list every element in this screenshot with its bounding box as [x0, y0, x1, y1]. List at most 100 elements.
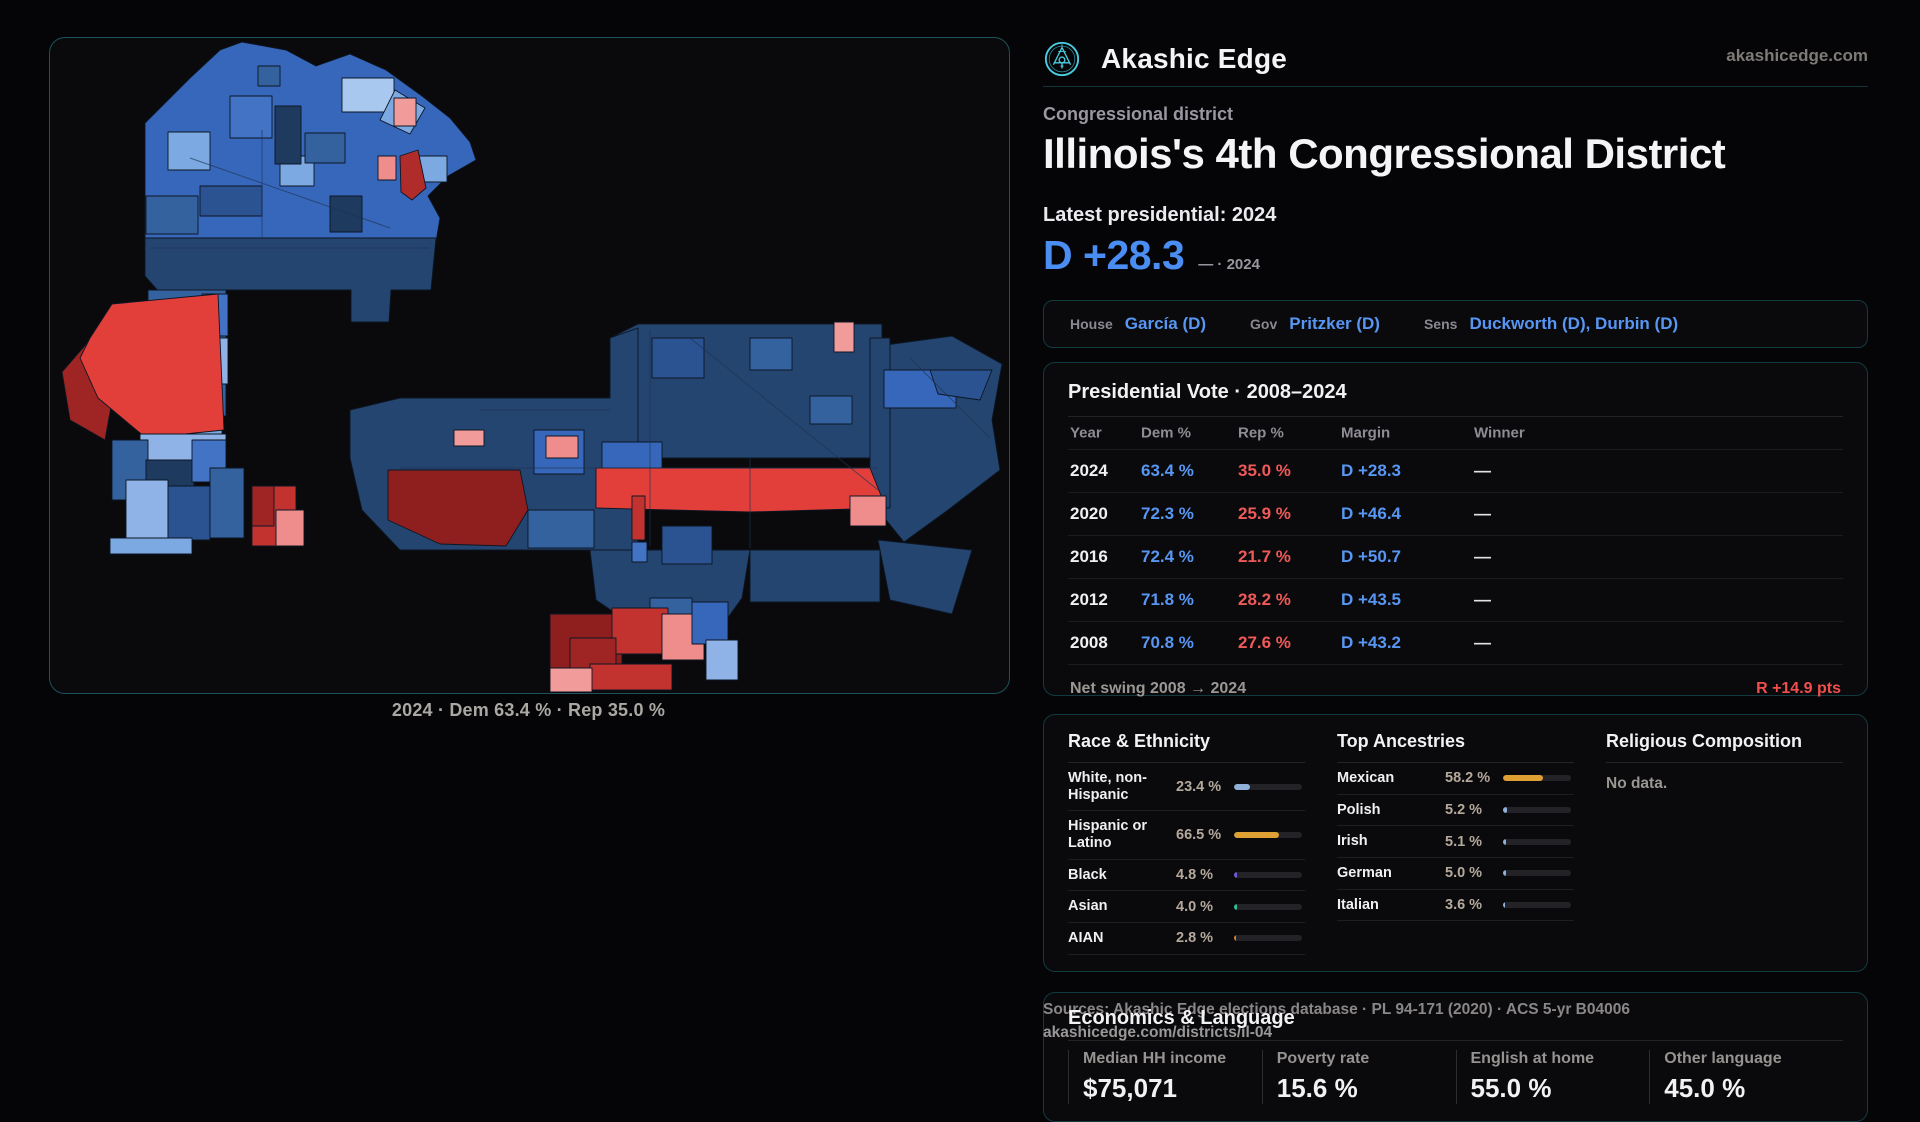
- col-winner: Winner: [1474, 424, 1525, 442]
- col-dem: Dem %: [1141, 424, 1192, 442]
- ancestry-value: 5.2 %: [1445, 802, 1483, 818]
- page-title: Illinois's 4th Congressional District: [1043, 130, 1726, 177]
- ancestry-value: 3.6 %: [1445, 897, 1483, 914]
- bar-track: [1234, 935, 1302, 942]
- district-map-panel: [49, 37, 1010, 694]
- precinct-map[interactable]: [50, 38, 1009, 693]
- religion-title: Religious Composition: [1606, 731, 1843, 763]
- race-label: AIAN: [1068, 930, 1104, 947]
- bar-fill: [1234, 783, 1250, 790]
- race-value: 4.0 %: [1176, 898, 1214, 915]
- header: Akashic Edge akashicedge.com: [1043, 36, 1868, 82]
- list-item: White, non-Hispanic 23.4 %: [1068, 763, 1305, 812]
- header-divider: [1043, 86, 1868, 87]
- col-rep: Rep %: [1238, 424, 1284, 442]
- stat-other-language: Other language 45.0 %: [1649, 1050, 1843, 1104]
- table-row: 2020 72.3 % 25.9 % D +46.4 —: [1068, 493, 1843, 536]
- official-name-link[interactable]: García (D): [1124, 314, 1207, 333]
- net-swing-value: R +14.9 pts: [1756, 679, 1841, 697]
- official-role: Gov: [1250, 316, 1278, 332]
- stat-median-income: Median HH income $75,071: [1068, 1050, 1262, 1104]
- latest-presidential-label: Latest presidential: 2024: [1043, 204, 1277, 226]
- cell-year: 2008: [1070, 633, 1108, 652]
- cell-dem: 71.8 %: [1141, 590, 1194, 609]
- demographics-panel: Race & Ethnicity White, non-Hispanic 23.…: [1043, 714, 1868, 972]
- race-title: Race & Ethnicity: [1068, 731, 1305, 763]
- ancestry-label: Mexican: [1337, 770, 1395, 786]
- presidential-vote-panel: Presidential Vote · 2008–2024 Year Dem %…: [1043, 362, 1868, 697]
- vote-table-header: Year Dem % Rep % Margin Winner: [1068, 417, 1843, 450]
- bar-fill: [1234, 832, 1280, 839]
- list-item: Hispanic or Latino 66.5 %: [1068, 811, 1305, 860]
- vote-panel-title: Presidential Vote · 2008–2024: [1068, 381, 1347, 403]
- ancestries-title: Top Ancestries: [1337, 731, 1574, 763]
- cell-year: 2016: [1070, 547, 1108, 566]
- kicker-label: Congressional district: [1043, 104, 1234, 124]
- race-value: 66.5 %: [1176, 827, 1222, 844]
- bar-track: [1503, 807, 1571, 813]
- cell-rep: 35.0 %: [1238, 461, 1291, 480]
- bar-track: [1503, 838, 1571, 845]
- sources-line: Sources: Akashic Edge elections database…: [1043, 1001, 1630, 1018]
- site-domain-link[interactable]: akashicedge.com: [1726, 46, 1868, 65]
- col-margin: Margin: [1341, 424, 1391, 442]
- race-label: Hispanic or Latino: [1068, 818, 1147, 852]
- bar-track: [1234, 872, 1302, 879]
- bar-fill: [1503, 838, 1507, 845]
- official-name-link[interactable]: Duckworth (D), Durbin (D): [1469, 314, 1679, 333]
- cell-dem: 72.4 %: [1141, 547, 1194, 566]
- cell-dem: 72.3 %: [1141, 504, 1194, 523]
- bar-track: [1503, 870, 1571, 877]
- official-name-link[interactable]: Pritzker (D): [1289, 314, 1380, 333]
- race-value: 4.8 %: [1176, 867, 1214, 884]
- bar-fill: [1234, 872, 1238, 879]
- permalink[interactable]: akashicedge.com/districts/il-04: [1043, 1024, 1273, 1041]
- bar-fill: [1234, 935, 1236, 942]
- cell-margin: D +28.3: [1341, 461, 1402, 480]
- cell-winner: —: [1474, 504, 1491, 523]
- official-house: House García (D): [1070, 314, 1206, 334]
- religion-no-data: No data.: [1606, 775, 1668, 792]
- cell-dem: 70.8 %: [1141, 633, 1194, 652]
- race-label: White, non-Hispanic: [1068, 770, 1147, 803]
- list-item: German 5.0 %: [1337, 858, 1574, 890]
- table-row: 2024 63.4 % 35.0 % D +28.3 —: [1068, 450, 1843, 493]
- economics-title: Economics & Language: [1068, 1007, 1295, 1029]
- margin-value: D +28.3: [1043, 232, 1185, 278]
- bar-fill: [1503, 807, 1507, 813]
- stat-label: Median HH income: [1083, 1050, 1227, 1067]
- ancestry-value: 58.2 %: [1445, 770, 1491, 787]
- table-row: 2012 71.8 % 28.2 % D +43.5 —: [1068, 579, 1843, 622]
- list-item: Mexican 58.2 %: [1337, 763, 1574, 795]
- cell-year: 2012: [1070, 590, 1108, 609]
- cell-winner: —: [1474, 633, 1491, 652]
- ancestry-label: Irish: [1337, 833, 1368, 850]
- cell-rep: 27.6 %: [1238, 633, 1291, 652]
- ancestry-label: Italian: [1337, 896, 1379, 913]
- stat-label: English at home: [1470, 1050, 1595, 1067]
- bar-track: [1234, 783, 1302, 790]
- margin-note: — · 2024: [1198, 256, 1260, 273]
- officials-bar: House García (D) Gov Pritzker (D) Sens D…: [1043, 300, 1868, 348]
- footer: Sources: Akashic Edge elections database…: [1043, 1001, 1630, 1042]
- bar-track: [1503, 775, 1571, 782]
- hero-margin: D +28.3 — · 2024: [1043, 232, 1868, 279]
- brand-name: Akashic Edge: [1101, 43, 1288, 74]
- economics-stats: Median HH income $75,071 Poverty rate 15…: [1068, 1050, 1843, 1104]
- cell-year: 2024: [1070, 461, 1108, 480]
- cell-margin: D +50.7: [1341, 547, 1402, 566]
- official-gov: Gov Pritzker (D): [1250, 314, 1380, 334]
- cell-rep: 25.9 %: [1238, 504, 1291, 523]
- ancestry-label: Polish: [1337, 801, 1381, 818]
- race-label: Black: [1068, 866, 1107, 883]
- cell-margin: D +43.5: [1341, 590, 1402, 609]
- map-caption: 2024 · Dem 63.4 % · Rep 35.0 %: [391, 700, 666, 720]
- cell-rep: 21.7 %: [1238, 547, 1291, 566]
- stat-poverty-rate: Poverty rate 15.6 %: [1261, 1050, 1456, 1104]
- cell-winner: —: [1474, 590, 1491, 609]
- bar-track: [1234, 832, 1302, 839]
- stat-english-at-home: English at home 55.0 %: [1455, 1050, 1650, 1104]
- bar-track: [1234, 903, 1302, 910]
- cell-winner: —: [1474, 461, 1491, 480]
- stat-label: Other language: [1664, 1050, 1782, 1067]
